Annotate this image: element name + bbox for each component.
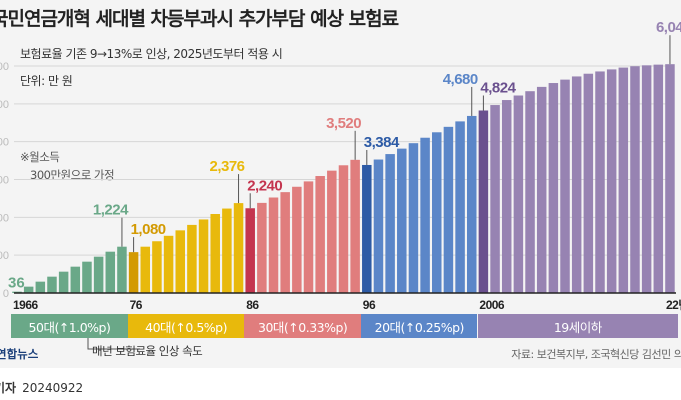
y-tick-label: 1000 xyxy=(0,250,9,262)
data-label: 4,680 xyxy=(443,71,478,88)
bar-2016 xyxy=(595,71,605,293)
y-tick-label: 6000 xyxy=(0,61,9,73)
x-tick-label: 96 xyxy=(363,298,376,312)
bar-2009 xyxy=(513,95,524,293)
source-text: 자료: 보건복지부, 조국혁신당 김선민 의원 xyxy=(511,348,681,361)
bar-2008 xyxy=(501,100,512,293)
bar-1980 xyxy=(175,230,185,293)
bar-1978 xyxy=(152,241,162,293)
bar-2019 xyxy=(630,66,640,294)
y-tick-label: 4000 xyxy=(0,137,9,149)
legend-note: 매년 보험료율 인상 속도 xyxy=(92,344,203,358)
reporter: 기자 xyxy=(0,381,17,395)
bar-1968 xyxy=(35,281,46,293)
bar-1997 xyxy=(373,159,384,293)
bar-2017 xyxy=(606,69,617,293)
y-tick-label: 2000 xyxy=(0,212,9,224)
note-line: 300만원으로 가정 xyxy=(30,168,115,182)
bar-1991 xyxy=(303,181,314,293)
bar-1993 xyxy=(327,170,337,293)
generation-band: 20대(↑0.25%p) xyxy=(361,314,478,338)
legend-connector xyxy=(87,338,140,350)
bar-2006 xyxy=(478,110,489,293)
bar-1982 xyxy=(198,219,209,293)
bar-2014 xyxy=(571,76,582,293)
x-tick-label: 2006 xyxy=(479,298,505,312)
bar-1994 xyxy=(338,165,349,293)
bar-2013 xyxy=(560,79,570,294)
bar-1973 xyxy=(93,256,104,293)
x-tick-label: 1966 xyxy=(13,298,39,312)
bar-1984 xyxy=(222,208,232,293)
bar-2011 xyxy=(536,86,547,293)
data-label: 1,080 xyxy=(131,221,166,238)
bar-2005 xyxy=(466,115,477,293)
bar-1986 xyxy=(245,208,255,293)
data-label: 1,224 xyxy=(93,202,129,219)
bar-1969 xyxy=(47,276,57,293)
bar-1999 xyxy=(397,148,407,293)
data-label: 36 xyxy=(8,275,25,292)
assumption-note: ※월소득 300만원으로 가정 xyxy=(20,148,115,184)
chart-title: 국민연금개혁 세대별 차등부과시 추가부담 예상 보험료 xyxy=(0,8,399,30)
bar-1992 xyxy=(315,176,325,293)
bar-1977 xyxy=(140,246,151,293)
bar-2010 xyxy=(525,91,535,294)
bar-2003 xyxy=(443,126,454,293)
bar-1985 xyxy=(233,203,244,293)
x-tick-label: 22년 xyxy=(666,298,681,312)
y-tick-label: 5000 xyxy=(0,99,9,111)
generation-band: 19세이하 xyxy=(477,314,678,338)
bar-2022 xyxy=(665,64,675,294)
bar-1983 xyxy=(210,214,220,293)
y-tick-label: 3000 xyxy=(0,175,9,187)
bar-1974 xyxy=(105,251,116,293)
bar-1996 xyxy=(362,164,372,293)
bar-1987 xyxy=(257,202,267,293)
bar-1995 xyxy=(350,159,360,293)
bar-2000 xyxy=(408,143,419,293)
bar-2021 xyxy=(653,64,664,293)
bar-1988 xyxy=(268,197,279,293)
credit: 기자 20240922 xyxy=(0,379,83,396)
bar-1972 xyxy=(82,261,92,293)
bar-2012 xyxy=(548,83,559,294)
bar-2001 xyxy=(420,137,430,293)
data-label: 3,384 xyxy=(364,134,400,151)
bar-1976 xyxy=(128,252,139,293)
bar-1989 xyxy=(280,192,290,293)
bar-1970 xyxy=(58,271,69,293)
y-tick-label: 0 xyxy=(3,288,9,300)
bar-1990 xyxy=(292,186,302,293)
data-label: 4,824 xyxy=(480,79,516,96)
bar-2018 xyxy=(618,67,629,294)
generation-band: 30대(↑0.33%p) xyxy=(244,314,361,338)
data-label: 6,048 xyxy=(656,19,681,36)
data-label: 3,520 xyxy=(326,115,361,132)
data-label: 2,240 xyxy=(247,177,282,194)
bar-2020 xyxy=(641,65,652,293)
bar-1975 xyxy=(117,246,127,293)
x-tick-label: 76 xyxy=(130,298,143,312)
bar-1981 xyxy=(187,224,197,293)
bar-2007 xyxy=(490,105,500,293)
bar-2004 xyxy=(455,121,465,293)
data-label: 2,376 xyxy=(209,158,244,175)
unit-label: 단위: 만 원 xyxy=(20,74,73,88)
generation-band: 40대(↑0.5%p) xyxy=(127,314,245,338)
bar-1971 xyxy=(70,266,81,293)
bar-1998 xyxy=(385,154,395,293)
note-line: ※월소득 xyxy=(20,150,60,164)
bar-1967 xyxy=(23,286,34,293)
bar-chart: 0100020003000400050006000196676869620062… xyxy=(0,19,681,350)
bar-2002 xyxy=(432,132,442,293)
yonhap-logo: 연합뉴스 xyxy=(0,347,39,361)
date: 20240922 xyxy=(22,381,84,395)
bar-2015 xyxy=(583,73,594,293)
x-tick-label: 86 xyxy=(246,298,259,312)
chart-subtitle: 보험료율 기존 9→13%로 인상, 2025년도부터 적용 시 xyxy=(20,47,283,61)
generation-band: 50대(↑1.0%p) xyxy=(11,314,128,338)
bar-1979 xyxy=(163,235,174,293)
